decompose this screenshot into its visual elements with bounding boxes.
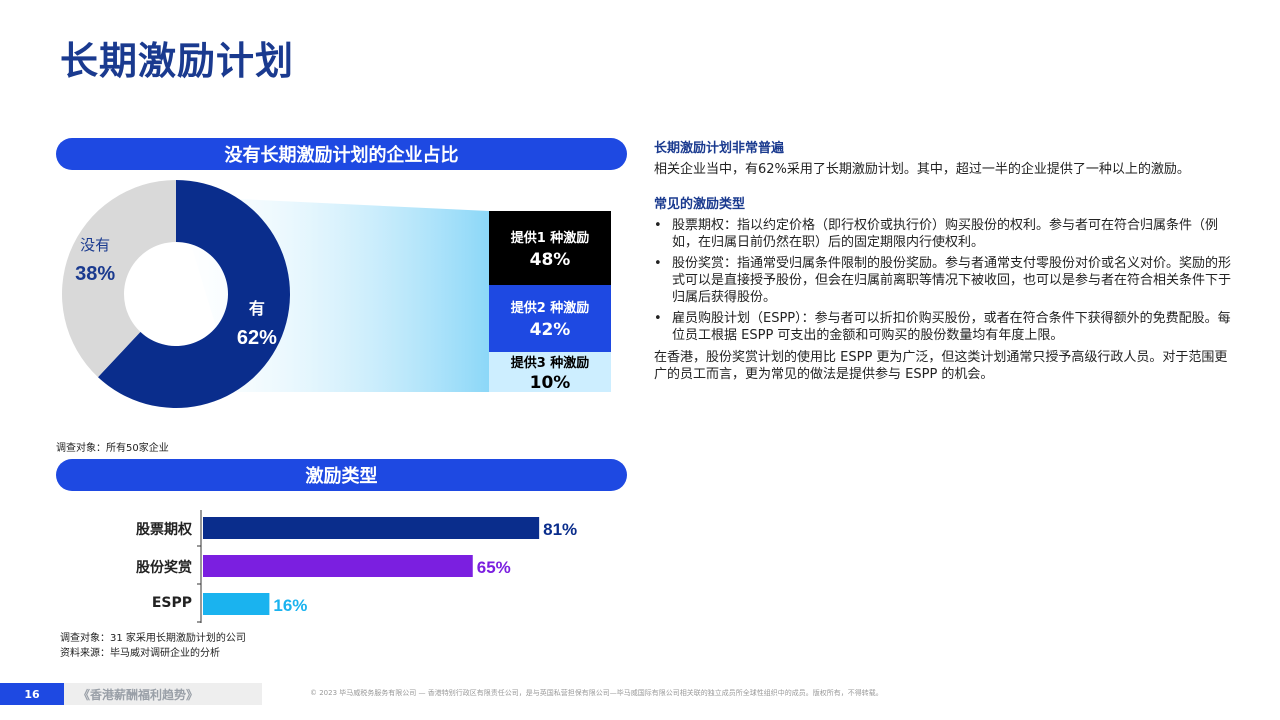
stack-segment-value: 42% xyxy=(529,320,571,340)
list-item: • 雇员购股计划（ESPP）：参与者可以折扣价购买股份，或者在符合条件下获得额外的… xyxy=(654,310,1234,344)
donut-chart: 有 62% 没有 38% xyxy=(62,180,489,408)
donut-value-label-1: 62% xyxy=(237,327,277,349)
list-item-text: 雇员购股计划（ESPP）：参与者可以折扣价购买股份，或者在符合条件下获得额外的免… xyxy=(672,311,1231,343)
document-name: 《香港薪酬福利趋势》 xyxy=(64,683,262,705)
heading-types: 常见的激励类型 xyxy=(654,197,746,212)
stack-segment-1: 提供1 种激励 48% xyxy=(489,211,611,285)
bar-value-label-3: 16% xyxy=(273,596,307,615)
stack-segment-value: 10% xyxy=(529,372,571,393)
stack-segment-2: 提供2 种激励 42% xyxy=(489,285,611,352)
chart1-header: 没有长期激励计划的企业占比 xyxy=(56,138,627,170)
bar-1 xyxy=(203,517,540,539)
donut-slice-1 xyxy=(97,180,290,408)
donut-category-label-2: 没有 xyxy=(80,236,110,254)
bar-category-label-3: ESPP xyxy=(151,595,192,611)
donut-value-label-2: 38% xyxy=(75,263,115,285)
list-item-text: 股票期权：指以约定价格（即行权价或执行价）购买股份的权利。参与者可在符合归属条件… xyxy=(672,218,1219,250)
list-item-text: 股份奖赏：指通常受归属条件限制的股份奖励。参与者通常支付零股份对价或名义对价。奖… xyxy=(672,256,1232,305)
bar-category-label-1: 股票期权 xyxy=(136,522,192,538)
stack-segment-label: 提供2 种激励 xyxy=(510,301,590,316)
source-note: 资料来源：毕马威对调研企业的分析 xyxy=(60,648,220,659)
donut-category-label-1: 有 xyxy=(249,299,265,318)
list-item: • 股票期权：指以约定价格（即行权价或执行价）购买股份的权利。参与者可在符合归属条… xyxy=(654,217,1234,251)
bullet-icon: • xyxy=(654,311,662,326)
stack-segment-label: 提供1 种激励 xyxy=(510,230,590,246)
bar-value-label-2: 65% xyxy=(477,558,511,577)
list-item: • 股份奖赏：指通常受归属条件限制的股份奖励。参与者通常支付零股份对价或名义对价。… xyxy=(654,255,1234,306)
chart2-header: 激励类型 xyxy=(56,459,627,491)
incentive-type-bar-chart: 81% 65% 16% xyxy=(197,510,577,623)
bar-2 xyxy=(203,555,473,577)
copyright-text: © 2023 毕马威税务服务有限公司 — 香港特别行政区有限责任公司，是与英国私… xyxy=(310,689,883,697)
stack-segment-value: 48% xyxy=(529,249,571,270)
survey-note-2: 调查对象：31 家采用长期激励计划的公司 xyxy=(60,633,246,644)
bullet-icon: • xyxy=(654,218,662,233)
donut-slice-2 xyxy=(62,180,176,378)
survey-note-1: 调查对象：所有50家企业 xyxy=(56,443,169,454)
stack-segment-label: 提供3 种激励 xyxy=(510,355,590,371)
incentive-types-list: • 股票期权：指以约定价格（即行权价或执行价）购买股份的权利。参与者可在符合归属条… xyxy=(654,217,1234,344)
paragraph-common: 相关企业当中，有62%采用了长期激励计划。其中，超过一半的企业提供了一种以上的激… xyxy=(654,162,1190,177)
bar-3 xyxy=(203,593,270,615)
bullet-icon: • xyxy=(654,256,662,271)
stack-segment-3: 提供3 种激励 10% xyxy=(489,352,611,393)
page-title: 长期激励计划 xyxy=(60,39,295,83)
bar-value-label-1: 81% xyxy=(543,520,577,539)
page-number: 16 xyxy=(0,683,64,705)
heading-common: 长期激励计划非常普遍 xyxy=(654,141,785,156)
right-text-panel: 长期激励计划非常普遍 相关企业当中，有62%采用了长期激励计划。其中，超过一半的… xyxy=(654,140,1234,383)
paragraph-hk: 在香港，股份奖赏计划的使用比 ESPP 更为广泛，但这类计划通常只授予高级行政人… xyxy=(654,350,1228,382)
bar-category-label-2: 股份奖赏 xyxy=(136,560,192,576)
